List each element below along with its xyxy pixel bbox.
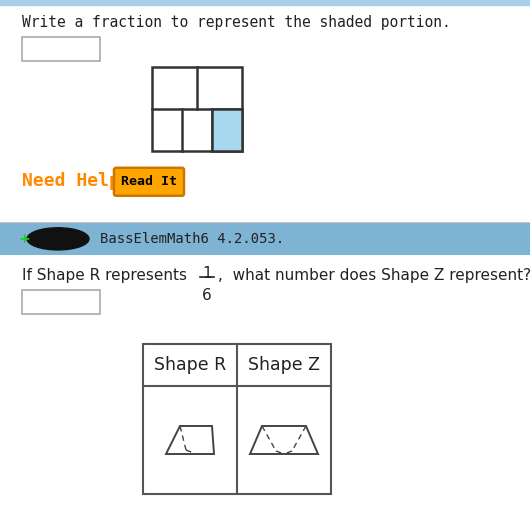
Text: Need Help?: Need Help? — [22, 172, 131, 190]
Text: Read It: Read It — [121, 175, 177, 188]
FancyBboxPatch shape — [114, 168, 184, 196]
Bar — [143, 344, 331, 494]
Bar — [22, 37, 100, 61]
Bar — [152, 67, 242, 151]
Bar — [22, 290, 100, 314]
Text: 6: 6 — [202, 288, 212, 303]
Text: Write a fraction to represent the shaded portion.: Write a fraction to represent the shaded… — [22, 15, 450, 30]
Bar — [212, 109, 242, 151]
Text: BassElemMath6 4.2.053.: BassElemMath6 4.2.053. — [100, 232, 284, 246]
Text: Shape Z: Shape Z — [248, 356, 320, 374]
Text: Shape R: Shape R — [154, 356, 226, 374]
Ellipse shape — [27, 228, 89, 250]
Text: 1: 1 — [202, 266, 212, 281]
Text: If Shape R represents: If Shape R represents — [22, 268, 197, 283]
Bar — [0, 0, 530, 5]
Text: ,  what number does Shape Z represent?: , what number does Shape Z represent? — [218, 268, 530, 283]
Text: +: + — [18, 232, 30, 246]
